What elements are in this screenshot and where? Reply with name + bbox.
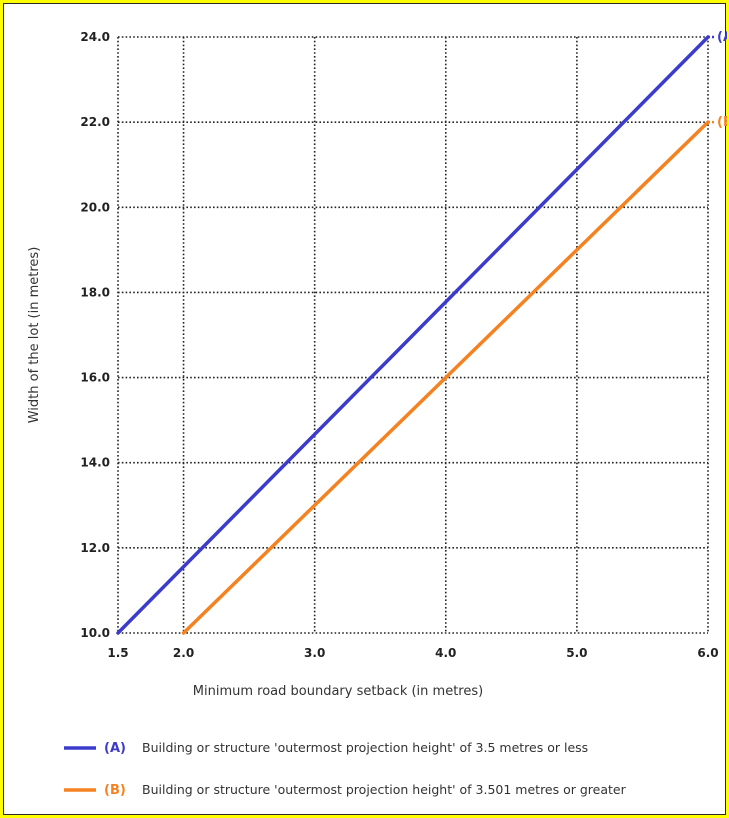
legend-code: (B) xyxy=(104,783,126,798)
legend: (A) Building or structure 'outermost proj… xyxy=(64,740,627,798)
y-tick-labels: 10.0 12.0 14.0 16.0 18.0 20.0 22.0 24.0 xyxy=(80,30,110,640)
x-tick-label: 1.5 xyxy=(107,646,128,660)
y-axis-label: Width of the lot (in metres) xyxy=(27,247,42,424)
y-tick-label: 10.0 xyxy=(80,626,110,640)
x-tick-label: 3.0 xyxy=(304,646,325,660)
series-lines xyxy=(116,35,710,635)
y-tick-label: 20.0 xyxy=(80,200,110,214)
series-line-0 xyxy=(116,35,710,635)
line-chart: 1.5 2.0 3.0 4.0 5.0 6.0 10.0 12.0 14.0 16.0 18.0 2… xyxy=(27,30,727,798)
legend-entry: Building or structure 'outermost project… xyxy=(142,740,588,755)
series-end-label: (A) xyxy=(717,30,727,45)
series-end-label: (B) xyxy=(717,115,727,130)
series-line-1 xyxy=(181,120,710,635)
series-end-labels: (A) (B) xyxy=(708,30,727,130)
x-tick-labels: 1.5 2.0 3.0 4.0 5.0 6.0 xyxy=(107,646,718,660)
grid xyxy=(117,36,709,634)
y-tick-label: 22.0 xyxy=(80,115,110,129)
x-tick-label: 6.0 xyxy=(697,646,718,660)
x-axis-label: Minimum road boundary setback (in metres… xyxy=(193,684,483,699)
x-tick-label: 4.0 xyxy=(435,646,456,660)
y-tick-label: 24.0 xyxy=(80,30,110,44)
legend-entry: Building or structure 'outermost project… xyxy=(142,782,627,797)
legend-code: (A) xyxy=(104,741,126,756)
chart-frame: 1.5 2.0 3.0 4.0 5.0 6.0 10.0 12.0 14.0 16.0 18.0 2… xyxy=(3,3,727,815)
y-tick-label: 12.0 xyxy=(80,541,110,555)
x-tick-label: 5.0 xyxy=(566,646,587,660)
y-tick-label: 16.0 xyxy=(80,371,110,385)
y-tick-label: 14.0 xyxy=(80,456,110,470)
y-tick-label: 18.0 xyxy=(80,285,110,299)
x-tick-label: 2.0 xyxy=(173,646,194,660)
